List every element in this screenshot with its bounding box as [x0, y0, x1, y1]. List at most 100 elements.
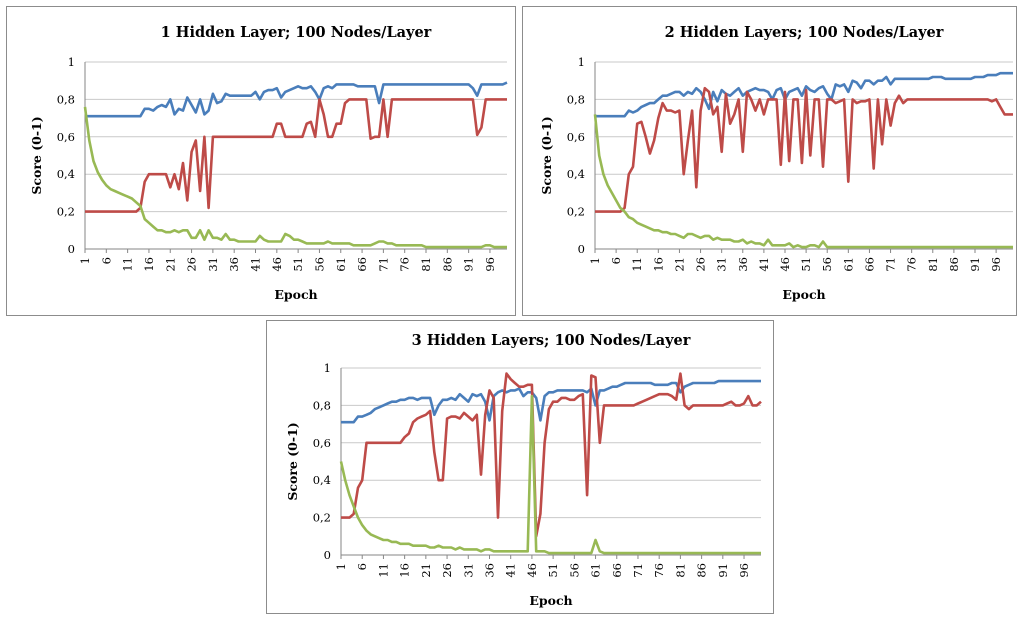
x-tick-label: 61 [589, 563, 603, 578]
y-tick-label: 0,6 [313, 436, 331, 450]
x-tick-label: 16 [398, 563, 412, 578]
x-tick-label: 96 [989, 257, 1003, 272]
x-axis-label: Epoch [782, 287, 825, 302]
x-tick-label: 41 [249, 257, 263, 272]
chart-svg: 2 Hidden Layers; 100 Nodes/Layer 0 0,2 0,4 0… [539, 24, 1013, 302]
x-tick-label: 26 [694, 257, 708, 272]
x-tick-label: 11 [121, 257, 135, 272]
x-tick-label: 56 [820, 257, 834, 272]
chart-title: 2 Hidden Layers; 100 Nodes/Layer [665, 24, 944, 41]
y-tick-label: 0,6 [567, 130, 585, 144]
x-tick-label: 16 [651, 257, 665, 272]
y-tick-label: 0 [68, 242, 75, 256]
x-tick-label: 71 [631, 563, 645, 578]
x-tick-label: 91 [462, 257, 476, 272]
chart-3-hidden-layers: 3 Hidden Layers; 100 Nodes/Layer 0 0,2 0,4 0… [266, 320, 774, 614]
x-tick-label: 21 [419, 563, 433, 578]
chart-svg: 3 Hidden Layers; 100 Nodes/Layer 0 0,2 0,4 0… [285, 332, 762, 608]
x-tick-label: 76 [398, 257, 412, 272]
x-tick-label: 86 [695, 563, 709, 578]
y-axis-label: Score (0-1) [285, 422, 300, 500]
x-tick-label: 51 [799, 257, 813, 272]
y-tick-label: 0 [324, 548, 331, 562]
x-tick-label: 86 [947, 257, 961, 272]
y-tick-label: 1 [578, 55, 585, 69]
x-tick-label: 61 [841, 257, 855, 272]
x-tick-label: 36 [482, 563, 496, 578]
x-tick-label: 91 [968, 257, 982, 272]
x-tick-label: 46 [525, 563, 539, 578]
series-line-blue [85, 81, 508, 118]
y-tick-label: 0,2 [57, 205, 75, 219]
x-tick-label: 11 [630, 257, 644, 272]
y-tick-label: 0,2 [313, 511, 331, 525]
x-tick-label: 21 [163, 257, 177, 272]
chart-title: 1 Hidden Layer; 100 Nodes/Layer [161, 24, 432, 41]
chart-1-hidden-layer: 1 Hidden Layer; 100 Nodes/Layer 0 0,2 0,4 0,… [6, 6, 516, 316]
x-tick-label: 66 [862, 257, 876, 272]
y-tick-label: 0 [578, 242, 585, 256]
x-tick-label: 81 [926, 257, 940, 272]
series-line-red [85, 98, 507, 213]
series-line-green [593, 114, 1013, 249]
x-tick-label: 51 [291, 257, 305, 272]
y-tick-label: 0,8 [57, 92, 75, 106]
y-tick-label: 1 [324, 361, 331, 375]
x-tick-label: 26 [185, 257, 199, 272]
x-axis-label: Epoch [274, 287, 317, 302]
x-tick-label: 86 [440, 257, 454, 272]
x-tick-label: 81 [673, 563, 687, 578]
series-line-red [595, 86, 1013, 213]
x-tick-label: 16 [142, 257, 156, 272]
y-tick-label: 0,4 [567, 167, 585, 181]
x-tick-label: 46 [778, 257, 792, 272]
y-tick-label: 0,4 [57, 167, 75, 181]
x-tick-label: 1 [588, 257, 602, 264]
x-tick-label: 26 [440, 563, 454, 578]
x-tick-label: 76 [905, 257, 919, 272]
x-tick-label: 66 [355, 257, 369, 272]
x-tick-label: 71 [376, 257, 390, 272]
y-tick-label: 0,8 [313, 398, 331, 412]
x-axis-label: Epoch [529, 593, 572, 608]
x-tick-label: 36 [227, 257, 241, 272]
x-tick-label: 56 [567, 563, 581, 578]
x-tick-label: 11 [376, 563, 390, 578]
y-tick-label: 0,4 [313, 473, 331, 487]
y-axis-label: Score (0-1) [539, 116, 554, 194]
x-tick-label: 61 [334, 257, 348, 272]
chart-svg: 1 Hidden Layer; 100 Nodes/Layer 0 0,2 0,4 0,… [29, 24, 508, 302]
x-tick-label: 31 [461, 563, 475, 578]
x-tick-label: 6 [355, 563, 369, 570]
series-line-green [339, 394, 761, 555]
series-line-blue [595, 71, 1013, 118]
series-line-green [83, 106, 507, 249]
x-tick-label: 1 [78, 257, 92, 264]
x-tick-label: 41 [504, 563, 518, 578]
x-tick-label: 56 [312, 257, 326, 272]
y-tick-label: 1 [68, 55, 75, 69]
y-axis-label: Score (0-1) [29, 116, 44, 194]
series-line-blue [341, 379, 761, 424]
chart-title: 3 Hidden Layers; 100 Nodes/Layer [412, 332, 691, 349]
y-tick-label: 0,8 [567, 92, 585, 106]
series-line-red [341, 372, 762, 538]
x-tick-label: 31 [206, 257, 220, 272]
x-tick-label: 6 [99, 257, 113, 264]
x-tick-label: 71 [884, 257, 898, 272]
x-tick-label: 41 [757, 257, 771, 272]
x-tick-label: 21 [672, 257, 686, 272]
x-tick-label: 91 [716, 563, 730, 578]
x-tick-label: 36 [736, 257, 750, 272]
x-tick-label: 81 [419, 257, 433, 272]
x-tick-label: 76 [652, 563, 666, 578]
x-tick-label: 46 [270, 257, 284, 272]
x-tick-label: 31 [715, 257, 729, 272]
x-tick-label: 51 [546, 563, 560, 578]
y-tick-label: 0,2 [567, 205, 585, 219]
y-tick-label: 0,6 [57, 130, 75, 144]
chart-2-hidden-layers: 2 Hidden Layers; 100 Nodes/Layer 0 0,2 0,4 0… [522, 6, 1017, 316]
x-tick-label: 1 [334, 563, 348, 570]
x-tick-label: 6 [609, 257, 623, 264]
x-tick-label: 96 [737, 563, 751, 578]
